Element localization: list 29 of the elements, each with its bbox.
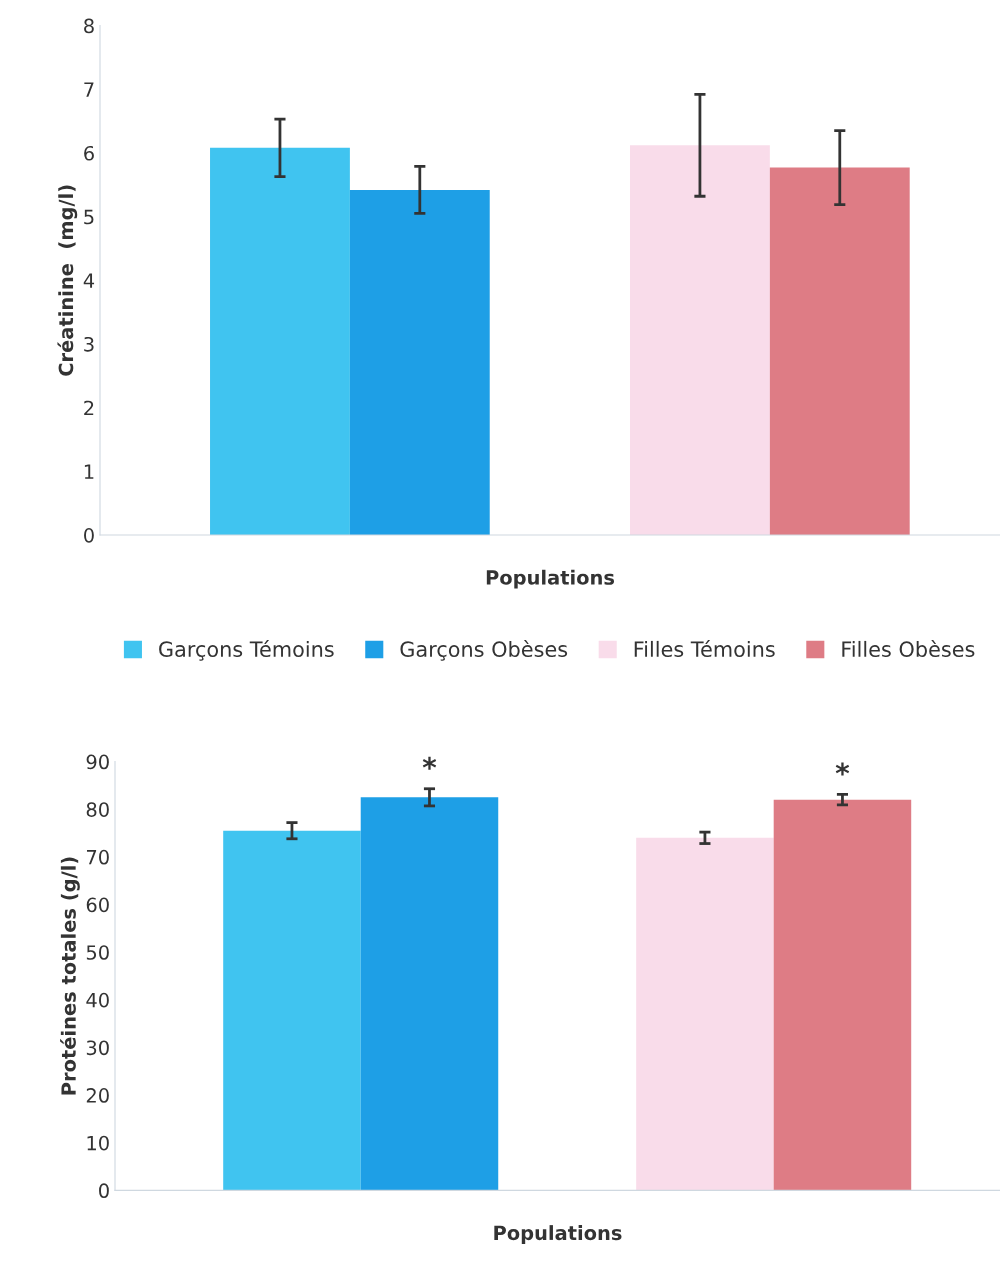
x-axis-title: Populations [486, 569, 615, 589]
y-tick-label: 30 [86, 1040, 109, 1056]
y-tick-label: 5 [84, 209, 94, 225]
y-tick-label: 0 [84, 528, 94, 543]
x-axis-title: Populations [494, 1225, 622, 1244]
y-tick-label: 80 [86, 802, 109, 817]
y-tick-label: 3 [84, 336, 94, 352]
annotation: * [422, 756, 437, 770]
y-tick-label: 90 [86, 754, 109, 770]
y-tick-label: 20 [86, 1088, 109, 1103]
y-tick-label: 10 [87, 1135, 109, 1151]
y-tick-label: 0 [99, 1183, 109, 1199]
y-axis-title: Protéines totales (g/l) [60, 857, 80, 1095]
y-tick-label: 8 [84, 18, 94, 34]
legend-label: Garçons Obèses [400, 640, 568, 661]
y-axis-title: Créatinine (mg/l) [57, 185, 78, 376]
legend-label: Garçons Témoins [159, 640, 334, 661]
y-tick-label: 4 [83, 273, 95, 288]
y-tick-label: 40 [86, 992, 109, 1008]
y-tick-label: 50 [86, 945, 109, 960]
y-tick-label: 6 [84, 145, 94, 161]
annotation: * [835, 762, 850, 776]
y-tick-label: 7 [84, 82, 94, 97]
y-tick-label: 1 [84, 464, 94, 479]
y-tick-label: 60 [86, 897, 109, 913]
y-tick-label: 2 [84, 400, 94, 416]
legend-label: Filles Témoins [634, 640, 775, 658]
y-tick-label: 70 [86, 849, 109, 865]
legend-label: Filles Obèses [842, 640, 975, 658]
